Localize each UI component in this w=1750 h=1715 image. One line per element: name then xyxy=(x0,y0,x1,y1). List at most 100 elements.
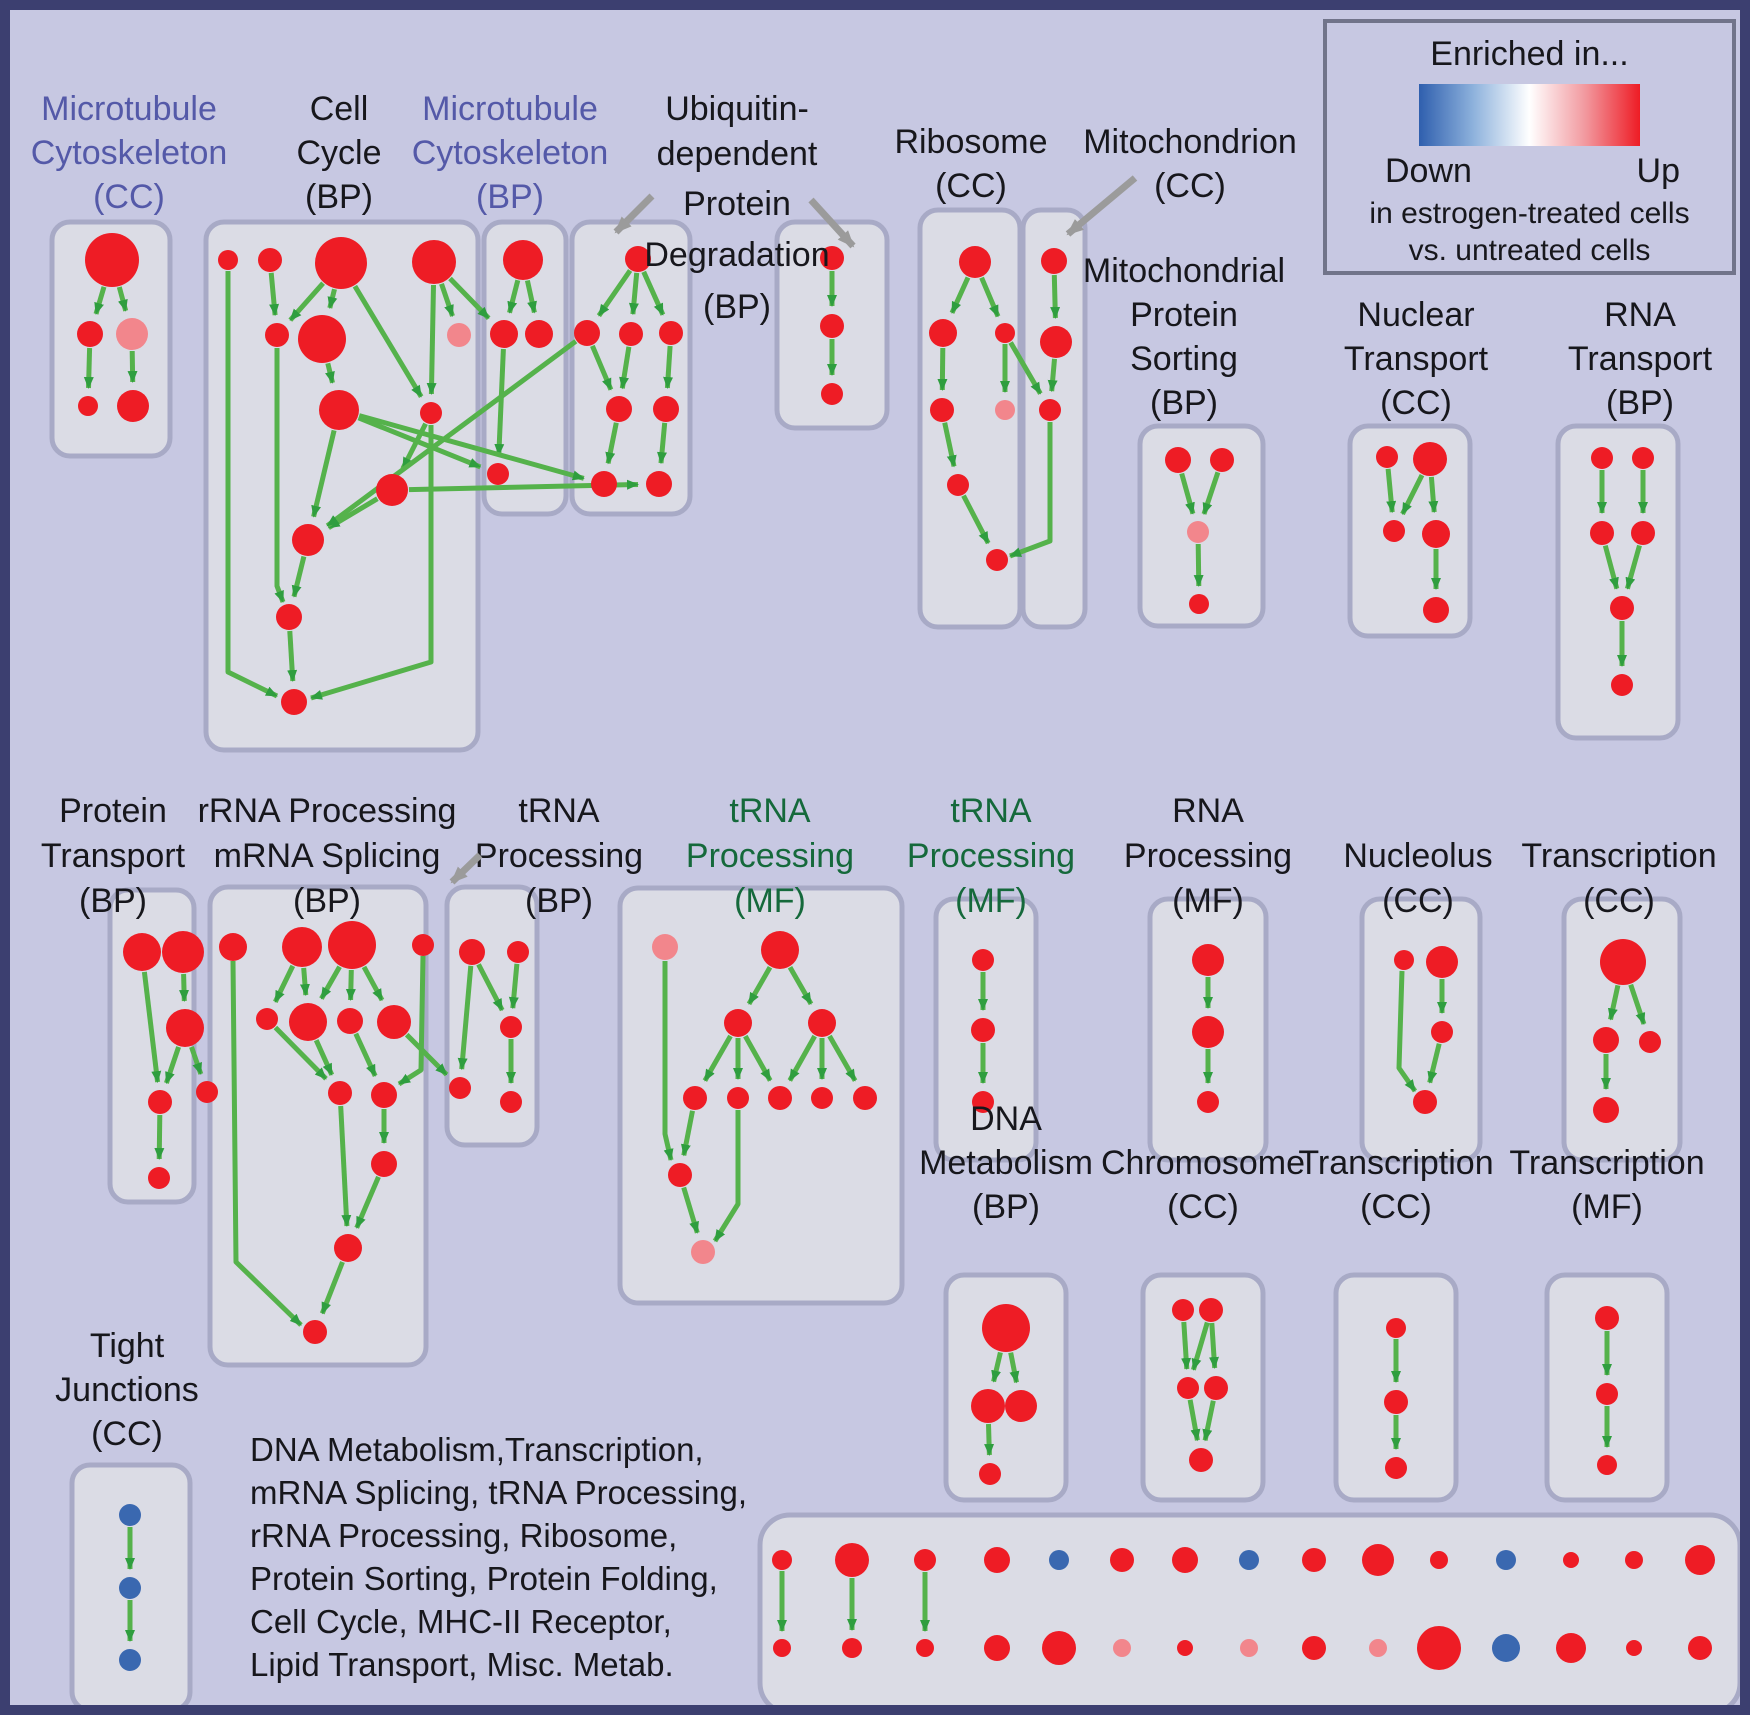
protein-transport-bp-node-B xyxy=(162,931,204,973)
ribosome-cc-edge-5 xyxy=(961,494,991,545)
transcription-cc-2-node-n2 xyxy=(1384,1390,1408,1414)
nucleolus-cc-edge-2 xyxy=(1396,970,1418,1093)
ubiquitin-degradation-bp-2-node-u2 xyxy=(820,314,844,338)
trna-processing-mf-1-edge-0 xyxy=(746,966,773,1006)
protein-transport-bp-edge-2 xyxy=(164,1046,181,1085)
transcription-cc-1-label: Transcription xyxy=(1521,837,1716,875)
rrna-processing-mrna-splicing-bp-node-r0 xyxy=(196,1081,218,1103)
rna-transport-bp-node-m2 xyxy=(1631,521,1655,545)
rna-transport-bp-label: (BP) xyxy=(1606,384,1674,422)
rrna-processing-mrna-splicing-bp-node-r13 xyxy=(303,1320,327,1344)
trna-processing-mf-2-label: Processing xyxy=(907,837,1075,875)
rrna-processing-mrna-splicing-bp-node-r9 xyxy=(328,1081,352,1105)
nuclear-transport-cc-edge-0 xyxy=(1385,468,1397,514)
layer-nodes xyxy=(77,233,1715,1671)
cell-cycle-bp-node-c3 xyxy=(315,237,367,289)
protein-transport-bp-label: Protein xyxy=(59,792,167,830)
trna-processing-mf-1-label: Processing xyxy=(686,837,854,875)
rrna-processing-mrna-splicing-bp-box xyxy=(207,884,429,1368)
ubiquitin-degradation-bp-1-edge-1 xyxy=(628,272,640,316)
transcription-cc-2-box xyxy=(1333,1272,1459,1503)
trna-processing-bp-node-b2 xyxy=(500,1091,522,1113)
microtubule-cytoskeleton-cc-node-B xyxy=(77,321,103,347)
microtubule-cytoskeleton-cc-edge-1 xyxy=(116,286,129,312)
rrna-processing-mrna-splicing-bp-edge-9 xyxy=(353,1032,378,1077)
mitochondrial-protein-sorting-bp-label: (BP) xyxy=(1150,384,1218,422)
cell-cycle-bp-node-c1 xyxy=(218,250,238,270)
cell-cycle-bp-edge-13 xyxy=(274,348,286,603)
misc-metabolism-panel-node-p12 xyxy=(1496,1550,1516,1570)
transcription-mf-node-n1 xyxy=(1595,1306,1619,1330)
microtubule-cytoskeleton-cc-label: (CC) xyxy=(93,178,165,216)
rrna-processing-mrna-splicing-bp-edge-8 xyxy=(313,1039,335,1076)
ubiquitin-degradation-bp-1-edge-3 xyxy=(590,344,614,391)
microtubule-cytoskeleton-cc-label: Cytoskeleton xyxy=(31,134,228,172)
rna-transport-bp-node-b xyxy=(1611,674,1633,696)
protein-transport-bp-node-D xyxy=(148,1090,172,1114)
transcription-cc-1-edge-1 xyxy=(1628,983,1647,1025)
misc-metabolism-panel-node-p4 xyxy=(984,1547,1010,1573)
chromosome-cc-node-b xyxy=(1189,1448,1213,1472)
misc-metabolism-panel-node-p15 xyxy=(1685,1545,1715,1575)
rna-processing-mf-label: Processing xyxy=(1124,837,1292,875)
transcription-cc-1-box xyxy=(1561,896,1683,1163)
rna-processing-mf-label: (MF) xyxy=(1172,882,1244,920)
microtubule-cytoskeleton-bp-node-t xyxy=(503,240,543,280)
ribosome-cc-edge-2 xyxy=(937,347,948,391)
trna-processing-bp-node-b1 xyxy=(449,1077,471,1099)
misc-metabolism-panel-node-p11 xyxy=(1430,1551,1448,1569)
cell-cycle-bp-edge-1 xyxy=(268,272,280,317)
ribosome-cc-node-f xyxy=(986,549,1008,571)
rna-transport-bp-node-c xyxy=(1610,596,1634,620)
dna-metabolism-bp-edge-2 xyxy=(984,1423,995,1456)
protein-transport-bp-node-C xyxy=(166,1009,204,1047)
cell-cycle-bp-node-c6 xyxy=(298,315,346,363)
nucleolus-cc-node-s xyxy=(1394,950,1414,970)
cell-cycle-bp-box xyxy=(203,219,481,753)
transcription-mf-node-n2 xyxy=(1596,1383,1618,1405)
trna-processing-mf-1-edge-5 xyxy=(787,1034,817,1082)
nuclear-transport-cc-label: Transport xyxy=(1344,340,1489,378)
mitochondrial-protein-sorting-bp-label: Sorting xyxy=(1130,340,1238,378)
nuclear-transport-cc-node-b xyxy=(1423,597,1449,623)
cell-cycle-bp-edge-11 xyxy=(291,555,307,598)
cell-cycle-bp-node-c12 xyxy=(276,604,302,630)
microtubule-cytoskeleton-bp-label: (BP) xyxy=(476,178,544,216)
rrna-processing-mrna-splicing-bp-node-r4 xyxy=(412,934,434,956)
trna-processing-mf-1-node-b1 xyxy=(683,1086,707,1110)
dna-metabolism-bp-node-L xyxy=(982,1304,1030,1352)
misc-caption: DNA Metabolism,Transcription, mRNA Splic… xyxy=(250,1428,747,1686)
ubiquitin-degradation-bp-1-label: Protein xyxy=(683,185,791,223)
rrna-processing-mrna-splicing-bp-edge-12 xyxy=(354,1175,381,1229)
ubiquitin-degradation-bp-1-label: Ubiquitin- xyxy=(665,90,809,128)
cross-edge-6 xyxy=(1009,422,1053,559)
trna-processing-mf-1-edge-4 xyxy=(743,1034,773,1082)
nuclear-transport-cc-label: Nuclear xyxy=(1357,296,1474,334)
misc-metabolism-panel-node-q11 xyxy=(1417,1626,1461,1670)
misc-metabolism-panel-node-p9 xyxy=(1302,1548,1326,1572)
ubiquitin-degradation-bp-1-node-l xyxy=(574,320,600,346)
transcription-cc-2-node-n3 xyxy=(1385,1457,1407,1479)
protein-transport-bp-edge-0 xyxy=(179,973,190,1002)
rrna-processing-mrna-splicing-bp-edge-0 xyxy=(230,960,303,1327)
misc-metabolism-panel-node-p7 xyxy=(1172,1547,1198,1573)
legend-subtitle-line2: vs. untreated cells xyxy=(1408,234,1651,267)
microtubule-cytoskeleton-bp-label: Cytoskeleton xyxy=(412,134,609,172)
protein-transport-bp-node-E xyxy=(148,1167,170,1189)
trna-processing-bp-label: Processing xyxy=(475,837,643,875)
chromosome-cc-node-t2 xyxy=(1199,1298,1223,1322)
rrna-processing-mrna-splicing-bp-node-r8 xyxy=(377,1005,411,1039)
trna-processing-mf-1-node-b2 xyxy=(727,1087,749,1109)
tight-junctions-cc-node-n1 xyxy=(119,1504,141,1526)
dna-metabolism-bp-label: Metabolism xyxy=(919,1144,1093,1182)
microtubule-cytoskeleton-bp-node-b xyxy=(487,463,509,485)
microtubule-cytoskeleton-cc-edge-0 xyxy=(93,286,107,315)
legend-up-label: Up xyxy=(1636,152,1680,190)
rna-transport-bp-node-t1 xyxy=(1591,447,1613,469)
microtubule-cytoskeleton-bp-box xyxy=(481,219,569,517)
dna-metabolism-bp-label: (BP) xyxy=(972,1188,1040,1226)
ubiquitin-degradation-bp-1-label: Degradation xyxy=(644,236,829,274)
rna-processing-mf-node-n1 xyxy=(1192,944,1224,976)
trna-processing-mf-1-label: (MF) xyxy=(734,882,806,920)
cell-cycle-bp-node-c4 xyxy=(412,240,456,284)
